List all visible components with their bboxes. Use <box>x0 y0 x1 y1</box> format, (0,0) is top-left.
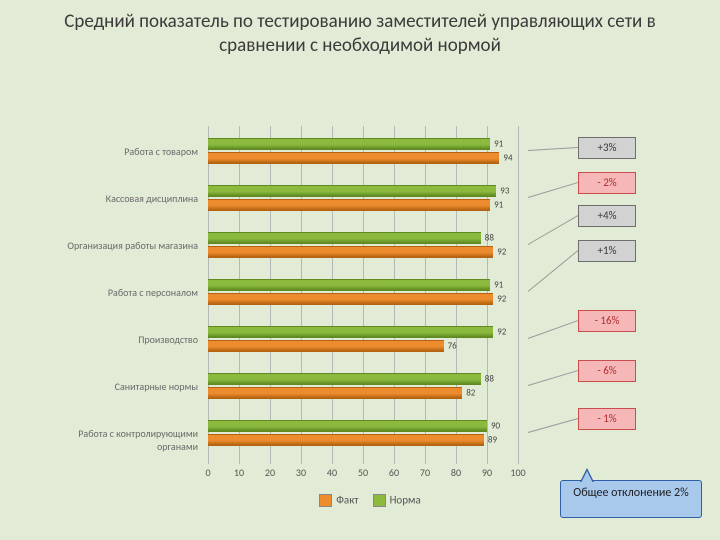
bar <box>208 138 490 150</box>
slide: Средний показатель по тестированию замес… <box>0 0 720 540</box>
x-tick: 80 <box>451 466 461 479</box>
bar-value: 93 <box>500 186 509 197</box>
bar <box>208 232 481 244</box>
deviation-badge: - 2% <box>578 172 636 194</box>
y-label: Производство <box>48 333 198 346</box>
bar-value: 92 <box>497 247 506 258</box>
bar-value: 89 <box>488 435 497 446</box>
leader-line <box>528 215 578 245</box>
deviation-badge: - 16% <box>578 310 636 332</box>
gridline <box>518 126 519 464</box>
x-tick: 50 <box>358 466 368 479</box>
x-tick: 0 <box>205 466 210 479</box>
bar-value: 82 <box>466 388 475 399</box>
bar-value: 91 <box>494 200 503 211</box>
x-tick: 100 <box>510 466 525 479</box>
deviation-badge: - 1% <box>578 408 636 430</box>
y-label: Организация работы магазина <box>48 239 198 252</box>
x-tick: 60 <box>389 466 399 479</box>
bar-value: 88 <box>485 374 494 385</box>
callout-tail-fill <box>581 471 593 483</box>
bar <box>208 185 496 197</box>
y-label: Работа с контролирующими органами <box>48 427 198 453</box>
x-tick: 70 <box>420 466 430 479</box>
bar-value: 91 <box>494 280 503 291</box>
bar-value: 94 <box>503 153 512 164</box>
bar-value: 92 <box>497 327 506 338</box>
x-tick: 30 <box>296 466 306 479</box>
x-tick: 90 <box>482 466 492 479</box>
legend-swatch <box>373 494 386 507</box>
bar <box>208 279 490 291</box>
deviation-badge: +1% <box>578 240 636 262</box>
leader-line <box>528 418 578 433</box>
bar <box>208 420 487 432</box>
bar <box>208 434 484 446</box>
x-tick: 20 <box>265 466 275 479</box>
x-tick: 40 <box>327 466 337 479</box>
y-label: Кассовая дисциплина <box>48 192 198 205</box>
bar-chart: 0102030405060708090100Работа с товаром91… <box>208 130 518 460</box>
bar <box>208 293 493 305</box>
legend-swatch <box>319 494 332 507</box>
bar <box>208 373 481 385</box>
y-label: Работа с персоналом <box>48 286 198 299</box>
x-tick: 10 <box>234 466 244 479</box>
page-title: Средний показатель по тестированию замес… <box>30 10 690 58</box>
bar-value: 76 <box>448 341 457 352</box>
leader-line <box>528 320 578 339</box>
leader-line <box>528 147 578 151</box>
y-label: Санитарные нормы <box>48 380 198 393</box>
bar <box>208 246 493 258</box>
deviation-badge: - 6% <box>578 360 636 382</box>
summary-callout: Общее отклонение 2% <box>560 480 702 518</box>
y-label: Работа с товаром <box>48 145 198 158</box>
leader-line <box>528 250 579 292</box>
bar-value: 90 <box>491 421 500 432</box>
deviation-badge: +3% <box>578 137 636 159</box>
bar-value: 88 <box>485 233 494 244</box>
bar <box>208 387 462 399</box>
plot-area: 0102030405060708090100Работа с товаром91… <box>208 130 518 460</box>
legend-label: Норма <box>390 494 421 507</box>
bar-value: 91 <box>494 139 503 150</box>
deviation-badge: +4% <box>578 205 636 227</box>
leader-line <box>528 182 578 198</box>
bar <box>208 326 493 338</box>
legend: Факт Норма <box>208 490 518 509</box>
bar-value: 92 <box>497 294 506 305</box>
legend-label: Факт <box>336 494 358 507</box>
bar <box>208 199 490 211</box>
bar <box>208 152 499 164</box>
bar <box>208 340 444 352</box>
leader-line <box>528 370 578 386</box>
